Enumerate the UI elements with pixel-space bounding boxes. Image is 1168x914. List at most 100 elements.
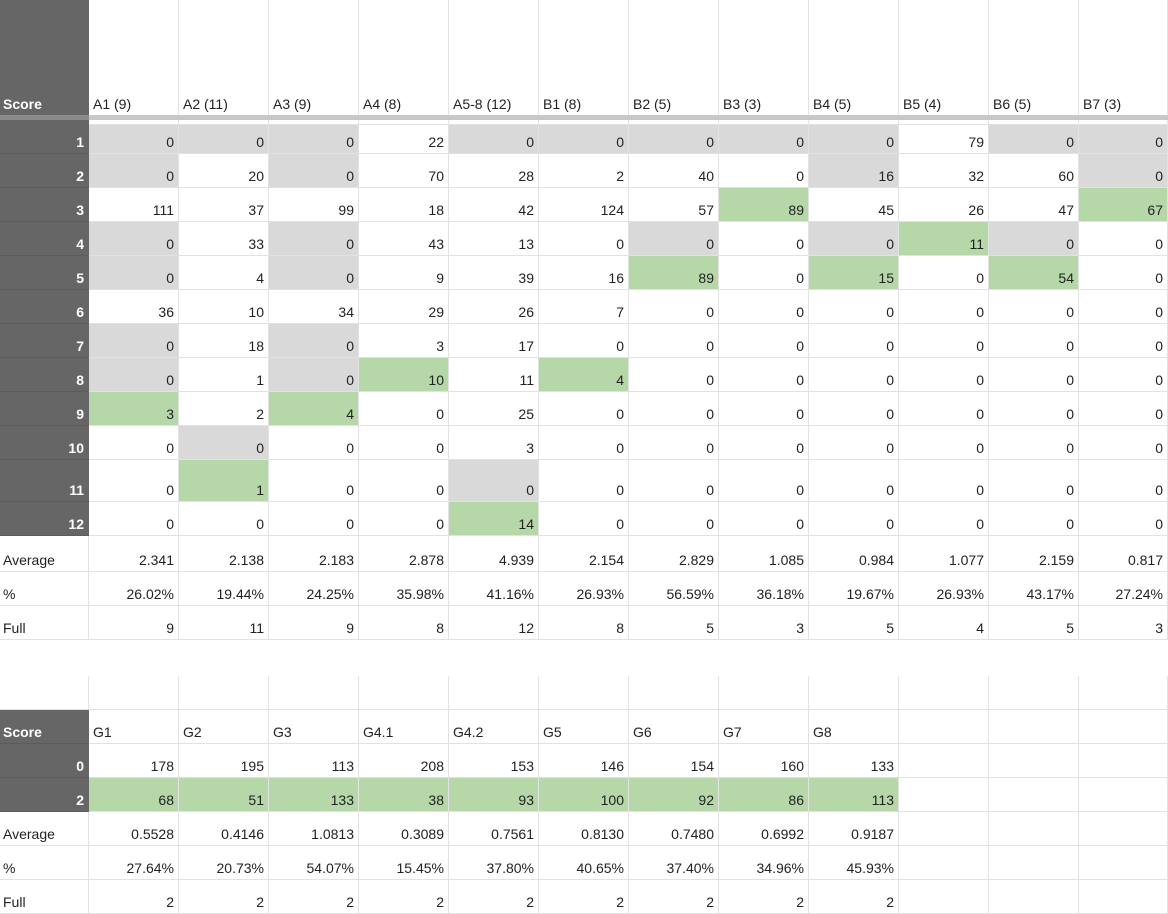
score-row-label[interactable]: 12	[0, 502, 89, 536]
summary-cell[interactable]: 0.6992	[719, 812, 809, 846]
score-header-cell[interactable]: Score	[0, 710, 89, 744]
score-header-cell[interactable]: Score	[0, 0, 89, 116]
table-cell[interactable]: 0	[269, 256, 359, 290]
summary-cell[interactable]	[899, 812, 989, 846]
summary-cell[interactable]: 5	[629, 606, 719, 640]
table-cell[interactable]: 0	[359, 502, 449, 536]
table-cell[interactable]: 0	[1079, 324, 1168, 358]
table-cell[interactable]: 0	[269, 125, 359, 154]
table-cell[interactable]: 11	[899, 222, 989, 256]
empty-cell[interactable]	[269, 676, 359, 710]
summary-cell[interactable]: 3	[719, 606, 809, 640]
empty-cell[interactable]	[899, 676, 989, 710]
table-cell[interactable]: 15	[809, 256, 899, 290]
table-cell[interactable]: 0	[539, 222, 629, 256]
summary-cell[interactable]: 0.3089	[359, 812, 449, 846]
table-cell[interactable]: 111	[89, 188, 179, 222]
table-cell[interactable]: 0	[179, 426, 269, 460]
summary-cell[interactable]: 35.98%	[359, 572, 449, 606]
summary-cell[interactable]: 36.18%	[719, 572, 809, 606]
summary-cell[interactable]: 5	[809, 606, 899, 640]
table-cell[interactable]: 36	[89, 290, 179, 324]
table-cell[interactable]: 47	[989, 188, 1079, 222]
summary-cell[interactable]: 2.183	[269, 536, 359, 572]
column-header-cell[interactable]: B4 (5)	[809, 0, 899, 116]
summary-cell[interactable]	[1079, 846, 1168, 880]
table-cell[interactable]: 0	[899, 426, 989, 460]
table-cell[interactable]: 0	[179, 502, 269, 536]
column-header-cell[interactable]	[1079, 710, 1168, 744]
table-cell[interactable]: 195	[179, 744, 269, 778]
summary-cell[interactable]: 0.7480	[629, 812, 719, 846]
summary-cell[interactable]: 2.159	[989, 536, 1079, 572]
table-cell[interactable]: 0	[539, 502, 629, 536]
table-cell[interactable]: 0	[899, 324, 989, 358]
table-cell[interactable]: 26	[449, 290, 539, 324]
column-header-cell[interactable]	[899, 710, 989, 744]
table-cell[interactable]: 153	[449, 744, 539, 778]
empty-cell[interactable]	[0, 676, 89, 710]
table-cell[interactable]: 29	[359, 290, 449, 324]
column-header-cell[interactable]: A5-8 (12)	[449, 0, 539, 116]
table-cell[interactable]: 0	[269, 324, 359, 358]
table-cell[interactable]: 39	[449, 256, 539, 290]
summary-cell[interactable]: 1.077	[899, 536, 989, 572]
table-cell[interactable]: 0	[629, 392, 719, 426]
table-cell[interactable]: 0	[269, 460, 359, 502]
summary-cell[interactable]: 2	[449, 880, 539, 914]
empty-cell[interactable]	[809, 676, 899, 710]
summary-row-label[interactable]: Full	[0, 606, 89, 640]
table-cell[interactable]: 0	[719, 502, 809, 536]
table-cell[interactable]: 160	[719, 744, 809, 778]
column-header-cell[interactable]: G4.1	[359, 710, 449, 744]
table-cell[interactable]: 68	[89, 778, 179, 812]
table-cell[interactable]: 178	[89, 744, 179, 778]
summary-row-label[interactable]: %	[0, 846, 89, 880]
summary-row-label[interactable]: Average	[0, 812, 89, 846]
table-cell[interactable]: 0	[989, 460, 1079, 502]
table-cell[interactable]: 14	[449, 502, 539, 536]
column-header-cell[interactable]: G4.2	[449, 710, 539, 744]
table-cell[interactable]: 67	[1079, 188, 1168, 222]
summary-cell[interactable]: 8	[539, 606, 629, 640]
table-cell[interactable]: 0	[89, 460, 179, 502]
table-cell[interactable]: 0	[1079, 502, 1168, 536]
table-cell[interactable]: 22	[359, 125, 449, 154]
table-cell[interactable]: 3	[449, 426, 539, 460]
table-cell[interactable]: 0	[809, 460, 899, 502]
column-header-cell[interactable]: A3 (9)	[269, 0, 359, 116]
summary-row-label[interactable]: %	[0, 572, 89, 606]
table-cell[interactable]: 25	[449, 392, 539, 426]
table-cell[interactable]: 0	[269, 426, 359, 460]
table-cell[interactable]: 0	[809, 125, 899, 154]
table-cell[interactable]: 43	[359, 222, 449, 256]
table-cell[interactable]: 0	[359, 392, 449, 426]
summary-cell[interactable]: 9	[269, 606, 359, 640]
summary-cell[interactable]: 2.154	[539, 536, 629, 572]
summary-cell[interactable]: 2	[179, 880, 269, 914]
column-header-cell[interactable]: G3	[269, 710, 359, 744]
table-cell[interactable]: 0	[629, 125, 719, 154]
table-cell[interactable]: 0	[629, 290, 719, 324]
summary-cell[interactable]: 2.138	[179, 536, 269, 572]
table-cell[interactable]: 89	[629, 256, 719, 290]
table-cell[interactable]: 37	[179, 188, 269, 222]
table-cell[interactable]	[899, 778, 989, 812]
table-cell[interactable]: 0	[989, 392, 1079, 426]
table-cell[interactable]: 154	[629, 744, 719, 778]
table-cell[interactable]: 0	[899, 460, 989, 502]
table-cell[interactable]: 9	[359, 256, 449, 290]
summary-cell[interactable]	[1079, 880, 1168, 914]
table-cell[interactable]: 0	[719, 324, 809, 358]
summary-cell[interactable]: 19.44%	[179, 572, 269, 606]
table-cell[interactable]: 79	[899, 125, 989, 154]
table-cell[interactable]: 146	[539, 744, 629, 778]
table-cell[interactable]: 0	[359, 460, 449, 502]
table-cell[interactable]: 100	[539, 778, 629, 812]
score-row-label[interactable]: 2	[0, 154, 89, 188]
table-cell[interactable]: 3	[89, 392, 179, 426]
table-cell[interactable]: 18	[179, 324, 269, 358]
table-cell[interactable]: 133	[809, 744, 899, 778]
empty-cell[interactable]	[449, 676, 539, 710]
table-cell[interactable]: 54	[989, 256, 1079, 290]
